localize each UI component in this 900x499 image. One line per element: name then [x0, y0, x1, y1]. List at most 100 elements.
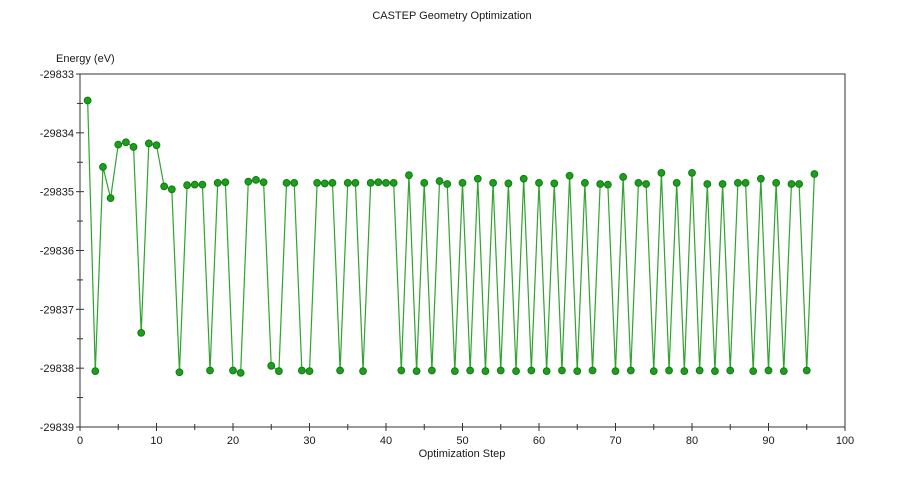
data-point [711, 367, 719, 376]
data-point [772, 178, 781, 187]
data-point [519, 174, 528, 183]
data-point [420, 178, 429, 187]
data-point [649, 367, 658, 376]
data-point [122, 138, 130, 147]
data-point [504, 179, 513, 188]
data-point [810, 170, 819, 178]
data-point [473, 174, 482, 183]
data-point [129, 143, 138, 151]
data-point [160, 182, 169, 191]
series-layer [83, 96, 819, 377]
data-point [718, 180, 727, 188]
data-point [374, 178, 383, 187]
y-tick-label: -29839 [40, 422, 74, 434]
data-point [389, 178, 398, 187]
x-tick-label: 40 [380, 435, 392, 447]
data-point [167, 185, 176, 194]
data-point [435, 177, 444, 185]
y-axis-label: Energy (eV) [56, 53, 115, 65]
x-tick-label: 10 [150, 435, 162, 447]
y-tick-label: -29836 [40, 246, 74, 258]
data-point [550, 179, 559, 188]
data-point [450, 367, 459, 376]
y-tick-label: -29838 [40, 363, 74, 375]
data-point [466, 366, 475, 375]
data-point [558, 366, 566, 375]
data-point [802, 366, 811, 375]
x-tick-label: 80 [686, 435, 698, 447]
data-point [252, 176, 260, 184]
data-point [190, 180, 199, 189]
data-point [152, 141, 161, 150]
data-point [213, 178, 222, 187]
data-point [320, 179, 329, 188]
data-point [657, 168, 666, 177]
data-point [795, 180, 803, 188]
data-point [282, 178, 291, 187]
data-point [297, 366, 306, 375]
data-point [144, 139, 153, 148]
x-tick-label: 60 [533, 435, 545, 447]
data-point [481, 367, 490, 376]
data-point [382, 178, 390, 187]
data-point [405, 171, 413, 180]
data-point [581, 178, 589, 187]
data-point [680, 367, 689, 376]
data-point [726, 366, 735, 375]
data-point [259, 178, 268, 187]
data-point [779, 367, 788, 376]
energy-line [87, 100, 815, 374]
x-tick-label: 30 [303, 435, 315, 447]
y-tick-label: -29833 [40, 69, 74, 81]
x-tick-label: 70 [609, 435, 621, 447]
data-point [397, 366, 406, 375]
data-point [91, 367, 100, 376]
data-point [236, 368, 245, 377]
data-point [412, 367, 421, 376]
x-tick-label: 0 [77, 435, 83, 447]
data-point [496, 366, 505, 375]
data-point [114, 140, 123, 149]
data-point [734, 178, 742, 187]
data-point [328, 178, 337, 187]
data-point [221, 178, 230, 187]
data-point [175, 368, 184, 377]
data-point [764, 366, 773, 375]
data-point [336, 366, 345, 375]
data-point [695, 366, 704, 375]
data-point [642, 180, 650, 188]
data-point [756, 174, 765, 183]
data-point [428, 366, 436, 375]
data-point [351, 178, 360, 187]
data-point [596, 180, 605, 188]
data-point [267, 361, 276, 370]
data-point [535, 178, 543, 187]
data-point [313, 178, 322, 187]
x-axis-label: Optimization Step [419, 448, 506, 460]
data-point [603, 180, 612, 189]
x-tick-label: 100 [836, 435, 854, 447]
data-point [343, 178, 352, 187]
data-point [634, 178, 643, 187]
y-tick-label: -29834 [40, 128, 74, 140]
data-point [611, 367, 620, 376]
data-point [741, 178, 750, 187]
data-point [527, 366, 536, 375]
data-point [99, 163, 107, 171]
data-point [619, 173, 628, 181]
data-point [588, 366, 597, 375]
data-point [672, 178, 681, 187]
data-point [703, 180, 712, 188]
data-point [688, 168, 696, 177]
data-point [489, 178, 498, 187]
chart-title: CASTEP Geometry Optimization [372, 10, 531, 22]
x-tick-label: 20 [227, 435, 239, 447]
x-tick-label: 50 [456, 435, 468, 447]
data-point [512, 367, 520, 376]
data-point [542, 367, 551, 376]
data-point [137, 328, 146, 337]
data-point [183, 181, 192, 190]
data-point [565, 171, 574, 180]
data-point [573, 367, 582, 376]
